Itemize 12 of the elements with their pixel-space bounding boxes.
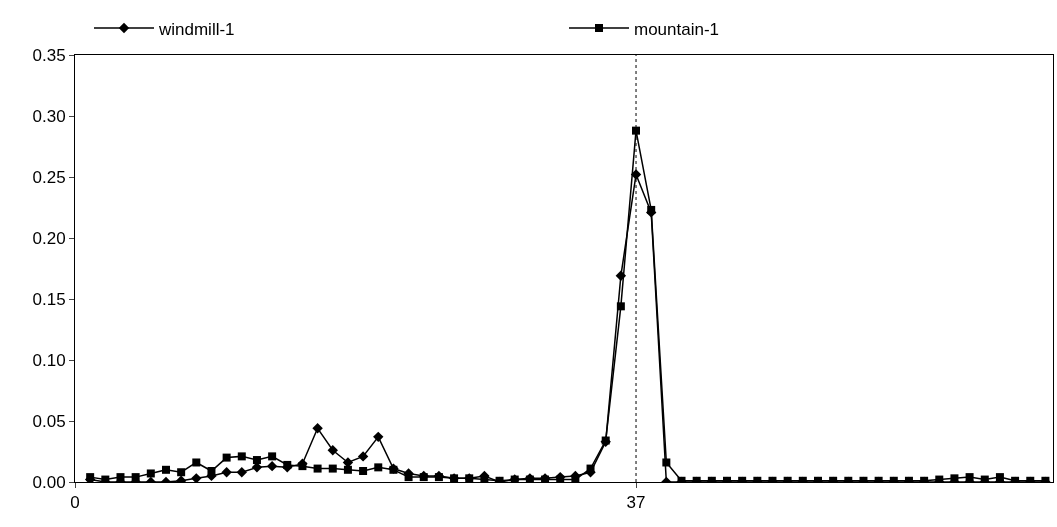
y-tick-label: 0.05 — [32, 411, 66, 431]
y-tick-label: 0.30 — [32, 106, 66, 126]
x-tick-label: 37 — [626, 493, 646, 513]
legend-label: windmill-1 — [158, 19, 235, 39]
y-tick-label: 0.10 — [32, 350, 66, 370]
y-tick-label: 0.15 — [32, 289, 66, 309]
y-tick-label: 0.00 — [32, 472, 66, 492]
y-tick-label: 0.35 — [32, 45, 66, 65]
y-tick-label: 0.20 — [32, 228, 66, 248]
x-tick-label: 0 — [70, 493, 80, 513]
y-tick-label: 0.25 — [32, 167, 66, 187]
legend-label: mountain-1 — [634, 19, 720, 39]
